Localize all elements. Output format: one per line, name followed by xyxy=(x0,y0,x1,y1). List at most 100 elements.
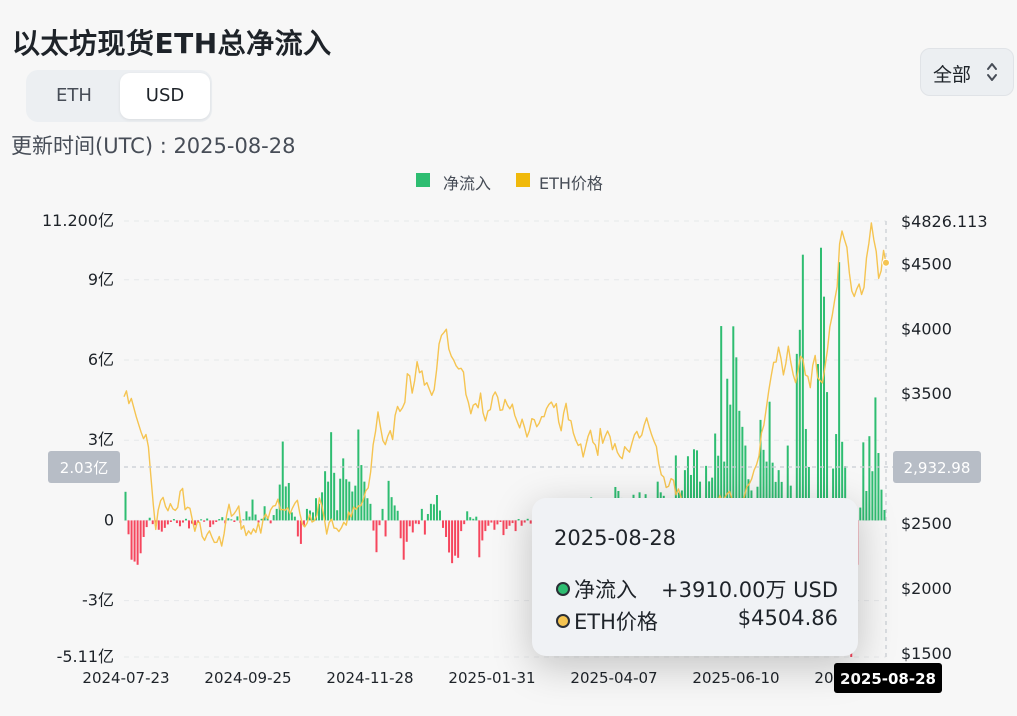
inflow-bar xyxy=(826,392,829,521)
inflow-bar xyxy=(151,520,154,525)
right-tick-label: $2000 xyxy=(901,579,952,598)
tooltip-dot-inflow xyxy=(556,582,570,596)
inflow-bar xyxy=(218,519,221,521)
unit-option-usd[interactable]: USD xyxy=(120,73,210,119)
time-range-select[interactable]: 全部 xyxy=(920,48,1014,96)
left-tick-label: 11.200亿 xyxy=(42,211,114,230)
inflow-bar xyxy=(299,520,302,544)
inflow-bar xyxy=(457,520,460,558)
inflow-bar xyxy=(175,520,178,524)
inflow-bar xyxy=(184,518,187,521)
inflow-bar xyxy=(236,516,239,521)
inflow-bar xyxy=(801,254,804,521)
inflow-bar xyxy=(206,518,209,521)
inflow-bar xyxy=(145,520,148,528)
crosshair-right-value: 2,932.98 xyxy=(904,459,971,477)
inflow-bar xyxy=(765,461,768,521)
inflow-bar xyxy=(178,520,181,527)
inflow-bar xyxy=(816,364,819,521)
inflow-bar xyxy=(142,520,145,537)
left-tick-label: -3亿 xyxy=(82,591,114,610)
inflow-bar xyxy=(838,262,841,521)
inflow-bar xyxy=(209,520,212,528)
left-tick-label: 6亿 xyxy=(88,350,114,369)
inflow-bar xyxy=(442,520,445,528)
inflow-bar xyxy=(212,520,215,525)
inflow-bar xyxy=(469,517,472,521)
inflow-bar xyxy=(287,482,290,521)
inflow-bar xyxy=(844,466,847,521)
inflow-bar xyxy=(387,480,390,521)
inflow-bar xyxy=(351,491,354,521)
inflow-bar xyxy=(318,503,321,521)
inflow-bar xyxy=(871,471,874,521)
inflow-bar xyxy=(124,491,127,521)
inflow-bar xyxy=(823,296,826,521)
inflow-bar xyxy=(771,462,774,521)
inflow-bar xyxy=(366,498,369,521)
inflow-bar xyxy=(686,456,689,521)
tooltip-value-inflow: +3910.00万 USD xyxy=(661,578,838,602)
right-tick-label: $4000 xyxy=(901,319,952,338)
inflow-bar xyxy=(278,484,281,521)
x-tick-label: 2025-06-10 xyxy=(692,669,779,687)
inflow-bar xyxy=(732,326,735,521)
inflow-bar xyxy=(759,419,762,521)
inflow-bar xyxy=(505,520,508,529)
inflow-bar xyxy=(230,519,233,521)
tooltip-label-price: ETH价格 xyxy=(574,610,658,634)
tooltip-value-price: $4504.86 xyxy=(737,606,838,630)
inflow-bar xyxy=(795,353,798,521)
inflow-bar xyxy=(139,520,142,554)
inflow-bar xyxy=(136,520,139,565)
inflow-bar xyxy=(478,520,481,558)
inflow-bar xyxy=(717,455,720,521)
x-tick-label: 2024-11-28 xyxy=(326,669,413,687)
inflow-bar xyxy=(744,445,747,521)
x-tick-label: 2025-01-31 xyxy=(448,669,535,687)
inflow-bar xyxy=(260,518,263,521)
inflow-bar xyxy=(384,520,387,537)
left-tick-label: 3亿 xyxy=(88,430,114,449)
inflow-bar xyxy=(245,511,248,521)
inflow-bar xyxy=(426,513,429,521)
inflow-bar xyxy=(411,520,414,533)
right-tick-label: $4826.113 xyxy=(901,212,988,231)
inflow-bar xyxy=(181,520,184,523)
inflow-bar xyxy=(720,326,723,521)
inflow-bar xyxy=(523,520,526,523)
inflow-bar xyxy=(729,404,732,521)
inflow-bar xyxy=(484,520,487,532)
inflow-bar xyxy=(475,516,478,521)
inflow-bar xyxy=(281,441,284,521)
inflow-bar xyxy=(248,516,251,521)
left-tick-label: -5.11亿 xyxy=(57,647,114,666)
time-range-label: 全部 xyxy=(933,64,972,86)
inflow-bar xyxy=(819,247,822,521)
inflow-bar xyxy=(835,434,838,521)
tooltip-dot-price xyxy=(556,614,570,628)
inflow-bar xyxy=(311,512,314,521)
inflow-bar xyxy=(148,517,151,521)
crosshair-date-badge xyxy=(834,663,942,693)
inflow-bar xyxy=(526,518,529,521)
inflow-bar xyxy=(233,520,236,522)
unit-toggle: ETH USD xyxy=(26,70,212,122)
inflow-bar xyxy=(194,520,197,526)
tooltip-label-inflow: 净流入 xyxy=(574,578,637,602)
inflow-bars xyxy=(124,247,886,657)
right-tick-label: $4500 xyxy=(901,254,952,273)
inflow-bar xyxy=(324,471,327,521)
inflow-bar xyxy=(417,520,420,525)
unit-option-eth[interactable]: ETH xyxy=(56,85,92,106)
inflow-bar xyxy=(315,498,318,521)
left-tick-label: 0 xyxy=(104,510,114,529)
inflow-bar xyxy=(405,520,408,542)
inflow-bar xyxy=(127,520,130,535)
inflow-bar xyxy=(726,378,729,521)
inflow-bar xyxy=(215,520,218,522)
inflow-bar xyxy=(372,520,375,531)
inflow-bar xyxy=(166,520,169,525)
inflow-bar xyxy=(517,519,520,521)
